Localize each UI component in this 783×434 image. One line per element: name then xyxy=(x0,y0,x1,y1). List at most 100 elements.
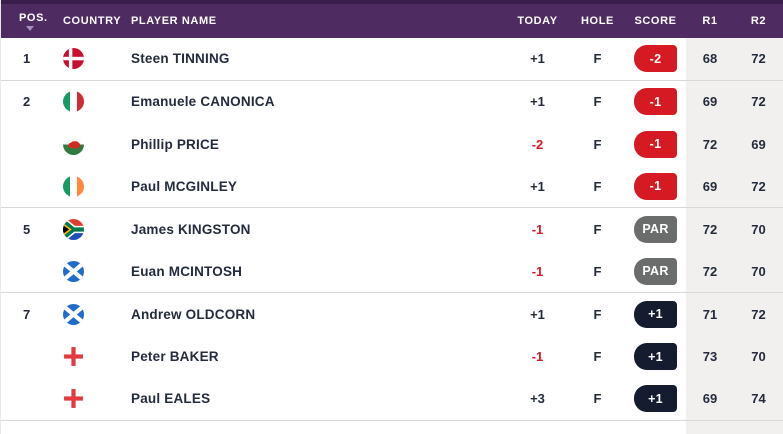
pos-column-header[interactable]: POS. xyxy=(1,12,56,31)
score-cell: -2 xyxy=(625,45,686,73)
round2-value: 70 xyxy=(751,221,766,237)
flag-icon-scotland xyxy=(63,260,84,282)
sort-desc-icon xyxy=(26,25,34,31)
score-badge: -1 xyxy=(634,88,677,116)
score-column-header: SCORE xyxy=(634,15,677,27)
table-row[interactable]: Euan MCINTOSH -1 F PAR 72 70 xyxy=(1,251,783,293)
score-badge: +1 xyxy=(634,385,677,413)
country-cell xyxy=(56,260,131,282)
score-badge: PAR xyxy=(634,257,677,285)
score-cell: -1 xyxy=(625,172,686,200)
score-badge: +1 xyxy=(634,343,677,371)
player-name: James KINGSTON xyxy=(131,221,251,237)
round2-value: 70 xyxy=(751,263,766,279)
player-column-header: PLAYER NAME xyxy=(131,15,217,27)
flag-icon-wales xyxy=(63,133,84,155)
country-cell xyxy=(56,388,131,410)
player-name: Emanuele CANONICA xyxy=(131,94,275,110)
round2-value: 72 xyxy=(751,306,766,322)
today-value: -1 xyxy=(531,221,544,237)
player-name: Paul MCGINLEY xyxy=(131,178,238,194)
position-value: 2 xyxy=(23,94,31,110)
position-value: 1 xyxy=(23,51,31,67)
round2-value: 74 xyxy=(751,391,766,407)
pos-header-label: POS. xyxy=(19,11,48,24)
round1-value: 72 xyxy=(702,136,718,152)
country-cell xyxy=(56,48,131,70)
today-value: +1 xyxy=(530,94,545,110)
table-row[interactable]: Paul MCGINLEY +1 F -1 69 72 xyxy=(1,166,783,208)
round1-value: 69 xyxy=(702,94,718,110)
player-name: Paul EALES xyxy=(131,391,211,407)
flag-icon-south-africa xyxy=(63,218,84,240)
player-name: Euan MCINTOSH xyxy=(131,263,243,279)
today-value: +1 xyxy=(530,178,545,194)
today-value: -1 xyxy=(531,349,544,365)
hole-value: F xyxy=(593,263,602,279)
hole-column-header: HOLE xyxy=(581,15,614,27)
round2-column-header: R2 xyxy=(750,15,767,27)
hole-value: F xyxy=(593,178,602,194)
leaderboard-header: POS. COUNTRY PLAYER NAME TODAY HOLE SCOR… xyxy=(1,0,783,38)
score-badge: -1 xyxy=(634,130,677,158)
round1-value: 72 xyxy=(702,263,718,279)
flag-icon-scotland xyxy=(63,303,84,325)
table-row[interactable]: Peter BAKER -1 F +1 73 70 xyxy=(1,336,783,379)
today-column-header: TODAY xyxy=(517,15,558,27)
score-badge: -1 xyxy=(634,172,677,200)
round1-value: 69 xyxy=(702,178,718,194)
table-row[interactable]: 7 Andrew OLDCORN +1 F +1 71 72 xyxy=(1,293,783,336)
round2-value: 69 xyxy=(751,136,766,152)
round2-value: 72 xyxy=(751,178,766,194)
round1-value: 73 xyxy=(702,349,718,365)
score-cell: -1 xyxy=(625,130,686,158)
hole-value: F xyxy=(593,51,602,67)
round2-value: 72 xyxy=(751,51,766,67)
score-cell: PAR xyxy=(625,257,686,285)
table-row[interactable]: 2 Emanuele CANONICA +1 F -1 69 72 xyxy=(1,81,783,124)
country-column-header: COUNTRY xyxy=(63,15,122,27)
player-name: Steen TINNING xyxy=(131,51,230,67)
table-row[interactable]: Paul EALES +3 F +1 69 74 xyxy=(1,378,783,421)
flag-icon-england xyxy=(63,346,84,368)
country-cell xyxy=(56,346,131,368)
hole-value: F xyxy=(593,94,602,110)
hole-value: F xyxy=(593,306,602,322)
player-name: Andrew OLDCORN xyxy=(131,306,256,322)
round1-value: 72 xyxy=(702,221,718,237)
hole-value: F xyxy=(593,221,602,237)
round1-value: 68 xyxy=(702,51,718,67)
flag-icon-denmark xyxy=(63,48,84,70)
round1-value: 69 xyxy=(702,391,718,407)
hole-value: F xyxy=(593,349,602,365)
today-value: +1 xyxy=(530,51,545,67)
flag-icon-england xyxy=(63,388,84,410)
country-cell xyxy=(56,133,131,155)
hole-value: F xyxy=(593,391,602,407)
hole-value: F xyxy=(593,136,602,152)
score-cell: +1 xyxy=(625,385,686,413)
table-row[interactable]: Phillip PRICE -2 F -1 72 69 xyxy=(1,123,783,166)
score-badge: +1 xyxy=(634,300,677,328)
today-value: +3 xyxy=(530,391,545,407)
score-cell: -1 xyxy=(625,88,686,116)
round2-value: 70 xyxy=(751,349,766,365)
position-value: 5 xyxy=(23,221,31,237)
score-cell: +1 xyxy=(625,343,686,371)
round2-value: 72 xyxy=(751,94,766,110)
player-name: Phillip PRICE xyxy=(131,136,220,152)
round1-column-header: R1 xyxy=(702,15,718,27)
flag-icon-italy xyxy=(63,91,84,113)
today-value: -2 xyxy=(531,136,544,152)
score-badge: -2 xyxy=(634,45,677,73)
leaderboard-rows: 1 Steen TINNING +1 F -2 68 72 2 Emanuele… xyxy=(1,38,783,421)
table-row[interactable]: 1 Steen TINNING +1 F -2 68 72 xyxy=(1,38,783,81)
country-cell xyxy=(56,218,131,240)
table-row[interactable]: 5 James KINGSTON -1 F PAR 72 70 xyxy=(1,208,783,251)
today-value: +1 xyxy=(530,306,545,322)
score-cell: +1 xyxy=(625,300,686,328)
player-name: Peter BAKER xyxy=(131,349,219,365)
country-cell xyxy=(56,175,131,197)
rounds-column-band xyxy=(686,38,783,434)
